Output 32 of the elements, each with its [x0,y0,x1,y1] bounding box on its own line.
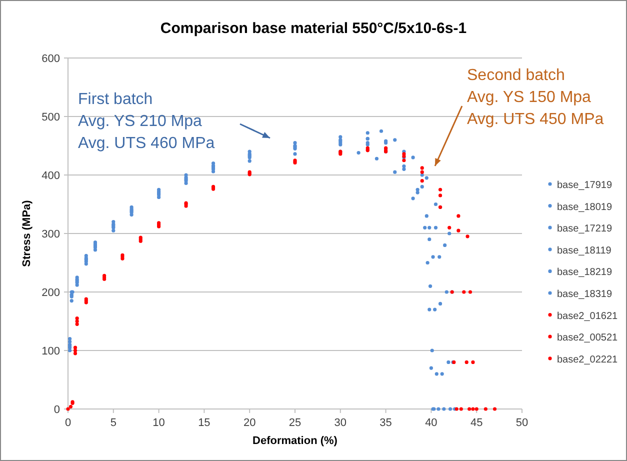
legend-label: base2_00521 [557,332,618,344]
y-tick-label: 300 [42,228,60,240]
legend-label: base_18219 [557,267,612,278]
x-tick-label: 5 [110,417,116,429]
x-axis-title: Deformation (%) [252,435,338,447]
annotation: First batch Avg. YS 210 Mpa Avg. UTS 460 MPa [78,91,215,152]
x-tick-label: 15 [198,417,210,429]
y-tick-label: 500 [42,112,60,124]
legend-label: base_17219 [557,224,612,235]
x-tick-label: 10 [152,417,165,429]
x-tick-label: 35 [380,417,392,429]
x-tick-label: 40 [425,417,438,429]
legend-label: base_18319 [557,289,612,300]
y-tick-label: 200 [42,287,60,299]
legend-label: base_17919 [557,180,612,191]
x-tick-label: 45 [470,417,483,429]
x-tick-label: 50 [516,417,528,429]
x-tick-label: 25 [288,417,302,429]
legend-label: base_18019 [557,202,612,213]
y-axis-title: Stress (MPa) [21,200,33,267]
y-tick-label: 0 [54,404,60,416]
legend-label: base2_02221 [557,354,618,366]
x-tick-label: 20 [243,417,256,429]
y-tick-label: 100 [42,346,60,358]
y-tick-label: 400 [42,170,60,182]
legend-label: base2_01621 [557,310,618,322]
x-tick-label: 0 [64,417,72,429]
chart-title: Comparison base material 550°C/5x10-6s-1 [160,20,467,37]
y-tick-label: 600 [42,53,60,65]
legend-label: base_18119 [557,245,612,256]
annotation: Second batch Avg. YS 150 Mpa Avg. UTS 450 MPa [467,67,604,128]
x-tick-label: 30 [334,417,347,429]
